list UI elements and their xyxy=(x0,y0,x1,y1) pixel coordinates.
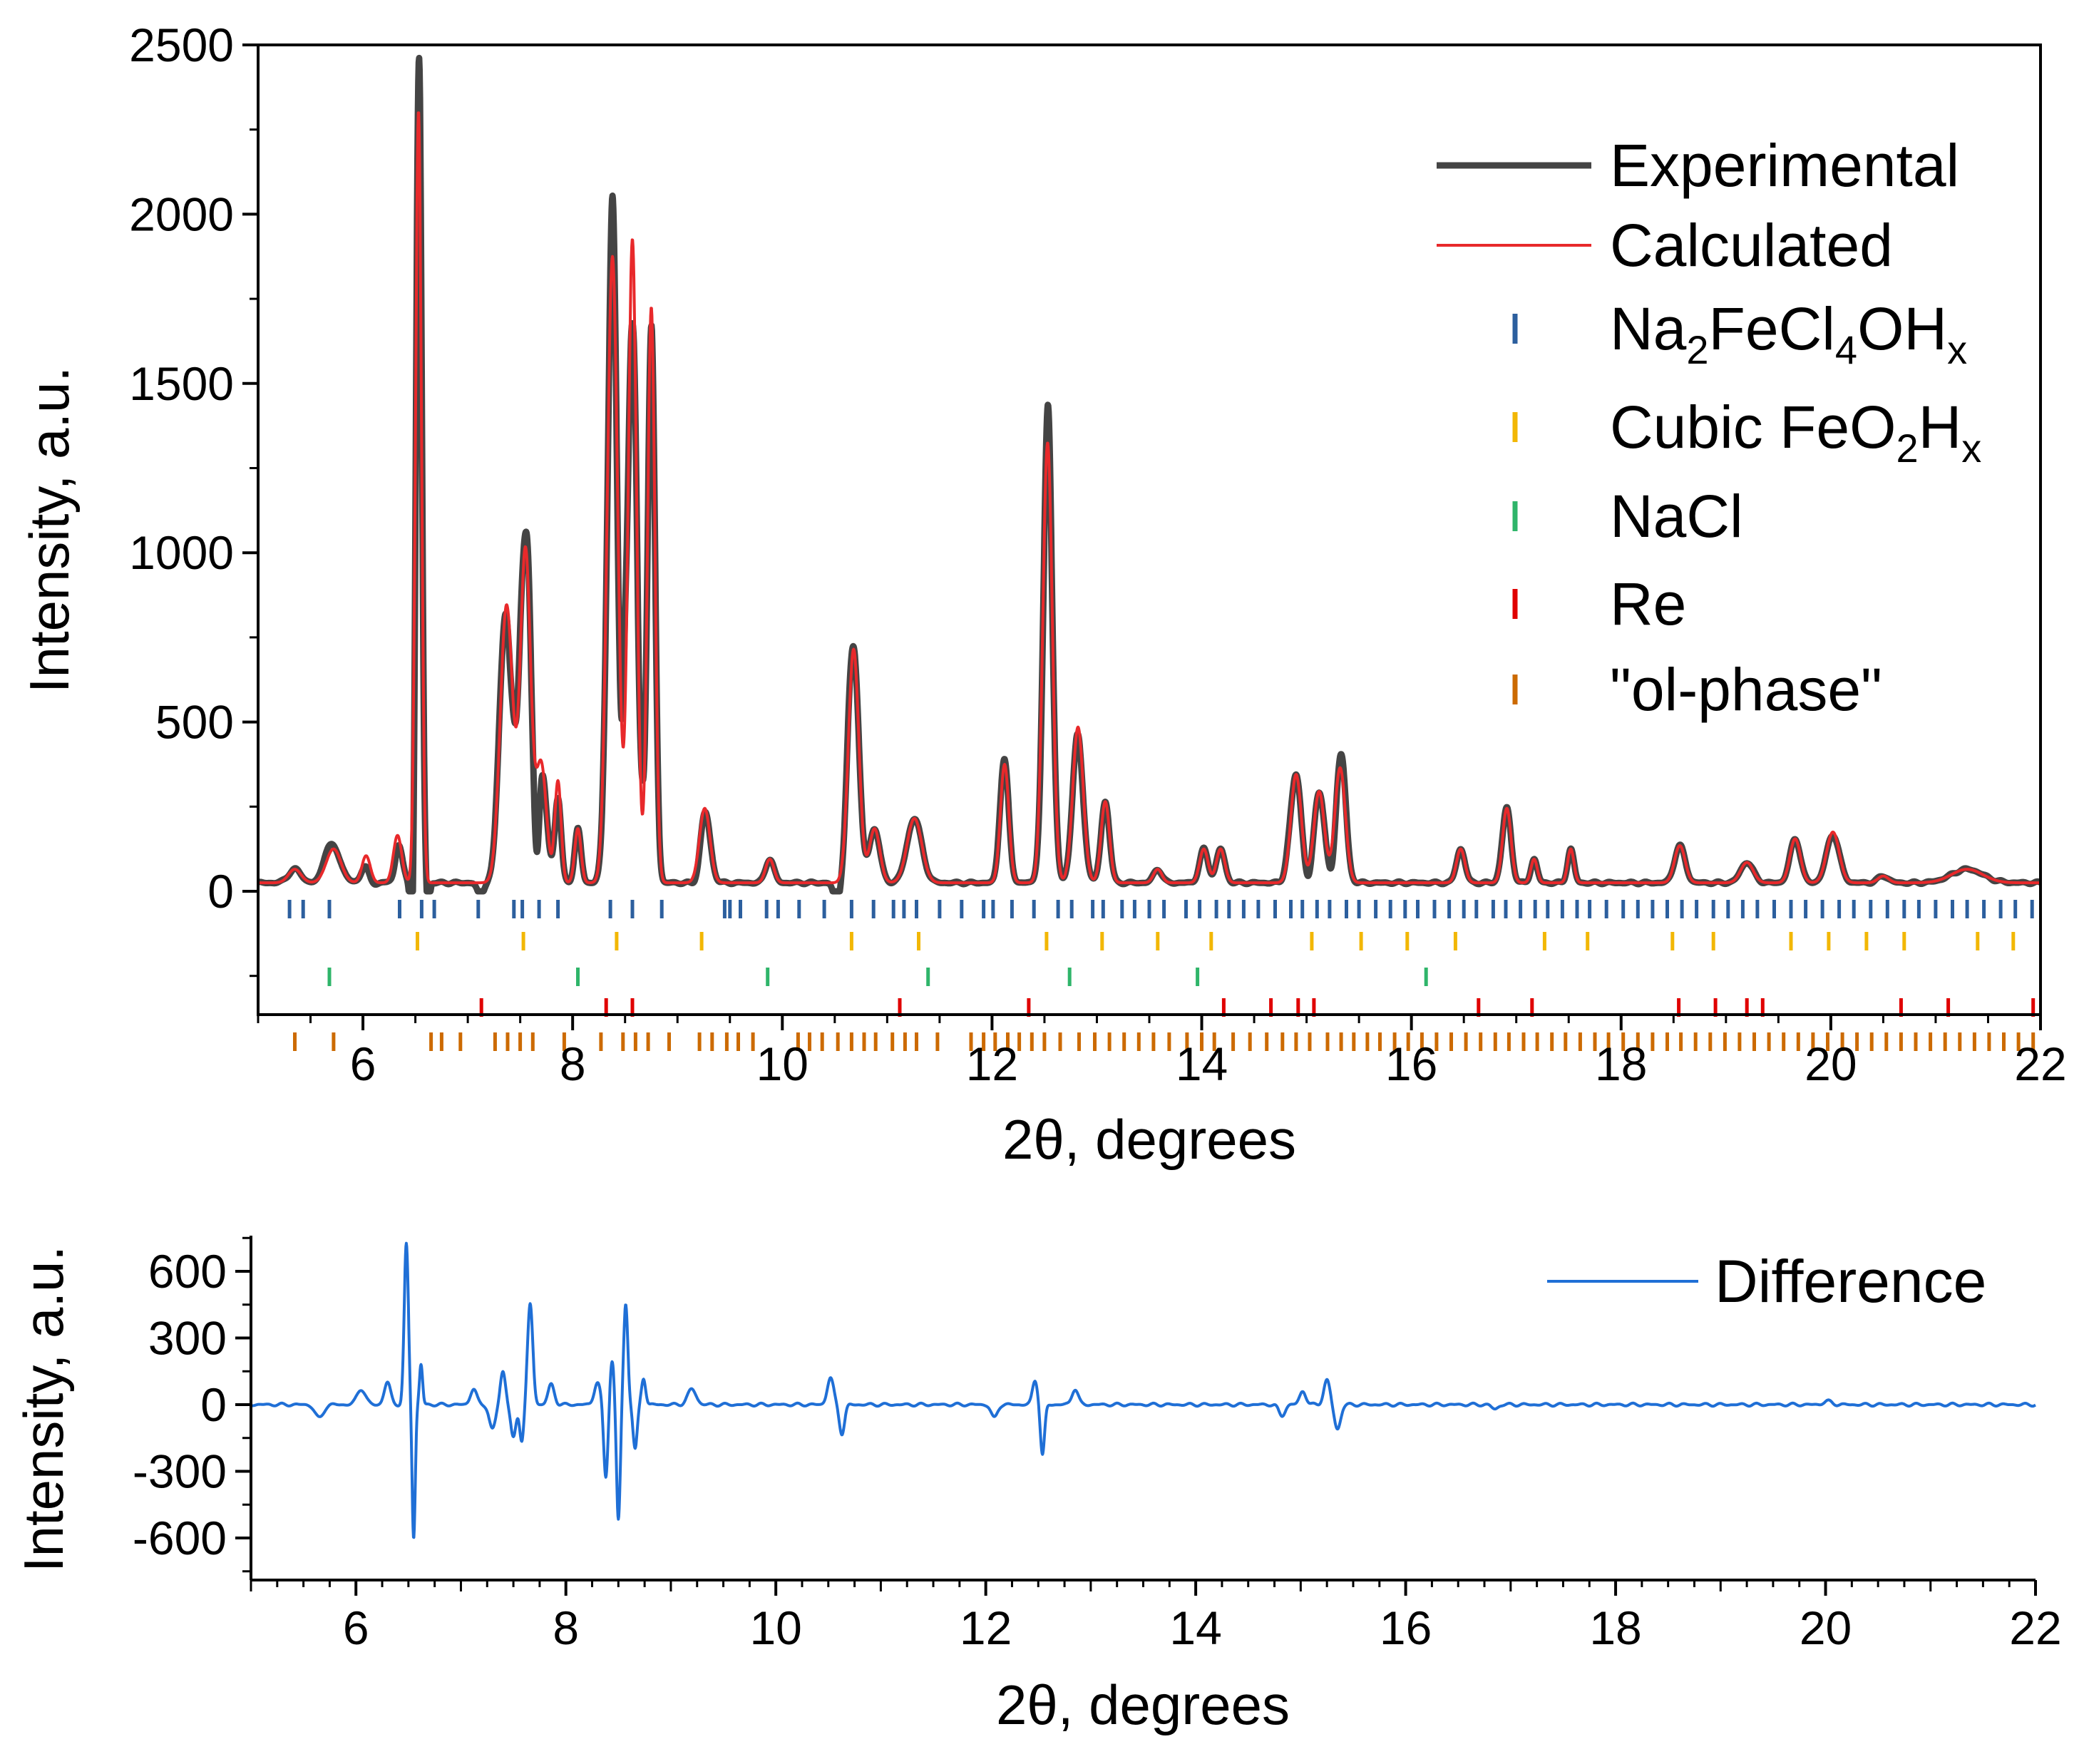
x-tick-label: 18 xyxy=(1595,1037,1647,1090)
x-tick-label: 8 xyxy=(553,1601,579,1654)
x-tick-label: 16 xyxy=(1380,1601,1432,1654)
y-tick-label: 1500 xyxy=(129,357,234,410)
difference-plot: -600 -300 0 300 600 6 8 10 12 14 16 18 20 22 2θ, deg… xyxy=(12,1236,2062,1736)
x-tick-label: 22 xyxy=(2009,1601,2061,1654)
bottom-x-axis-ticks: 6 8 10 12 14 16 18 20 22 xyxy=(250,1580,2062,1654)
legend-label-ol-phase: "ol-phase" xyxy=(1610,656,1882,723)
legend-label-na2fecl4ohx: Na2FeCl4OHx xyxy=(1610,295,1967,372)
top-plot-curves xyxy=(255,54,2043,895)
legend-label-cubic-feo2hx: Cubic FeO2Hx xyxy=(1610,394,1981,471)
x-tick-label: 18 xyxy=(1589,1601,1641,1654)
bottom-x-axis-title: 2θ, degrees xyxy=(996,1673,1290,1736)
y-tick-label: 0 xyxy=(207,865,234,918)
legend-label-calculated: Calculated xyxy=(1610,212,1893,279)
difference-line xyxy=(250,1241,2037,1539)
y-tick-label: 2500 xyxy=(129,19,234,71)
y-tick-label: 2000 xyxy=(129,188,234,240)
x-tick-label: 14 xyxy=(1176,1037,1228,1090)
top-y-axis-ticks: 0 500 1000 1500 2000 2500 xyxy=(129,19,258,978)
y-tick-label: 600 xyxy=(148,1245,227,1298)
refinement-plot: 0 500 1000 1500 2000 2500 6 8 10 12 14 16 18 20 22 2θ… xyxy=(18,19,2067,1171)
bottom-legend: Difference xyxy=(1547,1248,1986,1315)
legend-label-difference: Difference xyxy=(1715,1248,1986,1315)
top-y-axis-title: Intensity, a.u. xyxy=(18,366,81,693)
x-tick-label: 6 xyxy=(343,1601,369,1654)
x-tick-label: 10 xyxy=(749,1601,801,1654)
x-tick-label: 16 xyxy=(1385,1037,1437,1090)
bottom-y-axis-title: Intensity, a.u. xyxy=(12,1246,75,1572)
difference-plot-curves xyxy=(250,1241,2037,1539)
top-x-axis-title: 2θ, degrees xyxy=(1002,1108,1296,1171)
top-x-axis-ticks: 6 8 10 12 14 16 18 20 22 xyxy=(257,1015,2067,1090)
legend-label-experimental: Experimental xyxy=(1610,132,1959,199)
x-tick-label: 8 xyxy=(560,1037,586,1090)
x-tick-label: 20 xyxy=(1800,1601,1852,1654)
calculated-line xyxy=(257,111,2042,885)
legend-label-nacl: NaCl xyxy=(1610,483,1743,550)
bottom-y-axis-ticks: -600 -300 0 300 600 xyxy=(133,1236,251,1573)
y-tick-label: -600 xyxy=(133,1512,227,1564)
y-tick-label: 500 xyxy=(155,696,234,749)
x-tick-label: 10 xyxy=(756,1037,809,1090)
x-tick-label: 22 xyxy=(2014,1037,2066,1090)
legend-label-re: Re xyxy=(1610,570,1686,637)
top-legend: Experimental Calculated Na2FeCl4OHx Cubi… xyxy=(1437,132,1981,723)
x-tick-label: 20 xyxy=(1805,1037,1857,1090)
y-tick-label: 0 xyxy=(200,1378,227,1431)
x-tick-label: 12 xyxy=(966,1037,1018,1090)
y-tick-label: -300 xyxy=(133,1445,227,1498)
y-tick-label: 300 xyxy=(148,1312,227,1365)
x-tick-label: 12 xyxy=(960,1601,1012,1654)
y-tick-label: 1000 xyxy=(129,526,234,579)
x-tick-label: 6 xyxy=(350,1037,376,1090)
x-tick-label: 14 xyxy=(1169,1601,1221,1654)
